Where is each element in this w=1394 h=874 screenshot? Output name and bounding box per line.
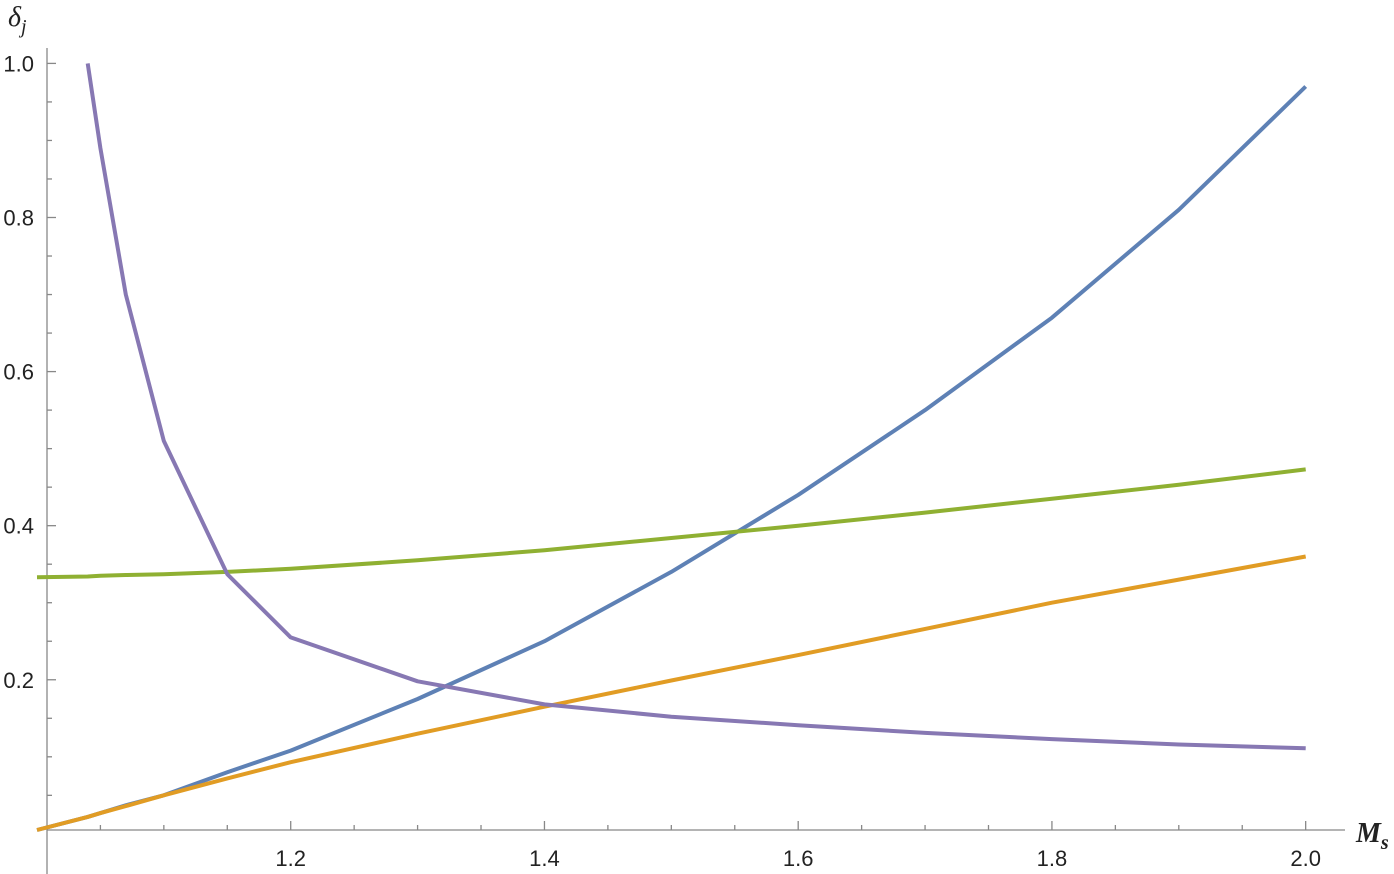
x-tick-label: 1.2 [275, 846, 306, 871]
x-axis-label: Ms [1355, 818, 1389, 854]
x-label-sub: s [1380, 832, 1389, 854]
y-tick-label: 0.4 [3, 514, 34, 539]
x-tick-label: 1.4 [529, 846, 560, 871]
y-label-sub: j [18, 16, 27, 38]
x-tick-label: 2.0 [1290, 846, 1321, 871]
series-line [36, 467, 1306, 580]
y-tick-label: 0.6 [3, 360, 34, 385]
y-tick-label: 0.8 [3, 205, 34, 230]
x-label-base: M [1355, 818, 1382, 849]
x-tick-label: 1.6 [783, 846, 814, 871]
series-line [85, 63, 1306, 751]
y-label-base: δ [8, 2, 22, 33]
x-tick-label: 1.8 [1037, 846, 1068, 871]
y-axis-label: δj [8, 2, 27, 38]
series-line [36, 554, 1307, 832]
y-tick-label: 0.2 [3, 668, 34, 693]
y-tick-label: 1.0 [3, 51, 34, 76]
